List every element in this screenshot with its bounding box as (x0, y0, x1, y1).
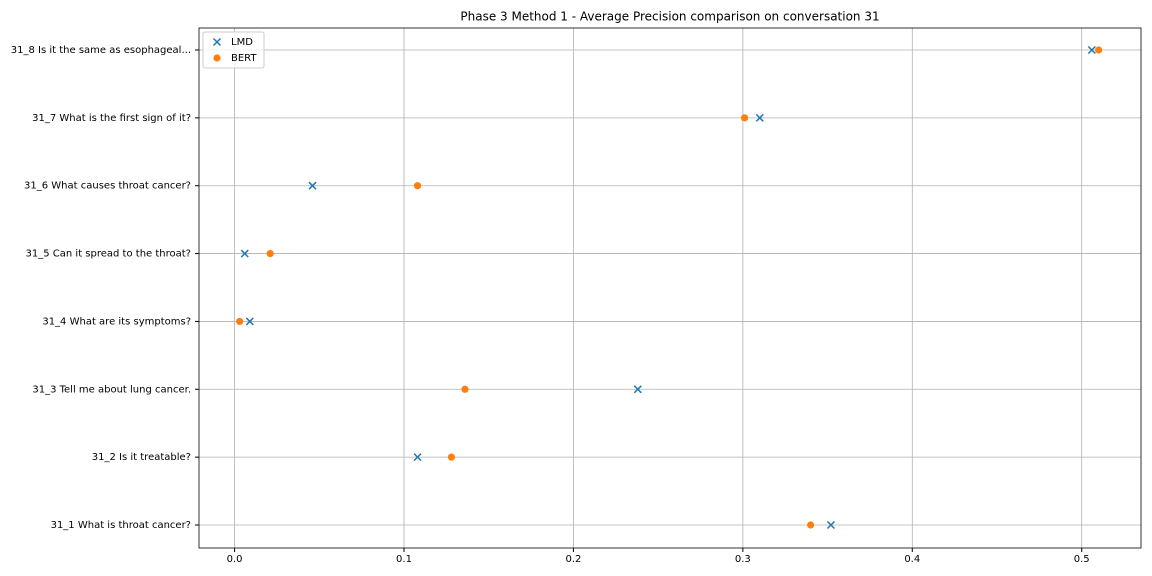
x-tick-label: 0.0 (227, 554, 243, 565)
point (826, 520, 835, 530)
point (266, 249, 274, 258)
chart-title: Phase 3 Method 1 - Average Precision com… (460, 10, 879, 24)
legend-label: LMD (231, 37, 253, 48)
x-tick-label: 0.5 (1074, 554, 1090, 565)
point-stroke (240, 249, 249, 258)
y-tick-label: 31_2 Is it treatable? (92, 452, 191, 463)
point-stroke (413, 453, 422, 462)
y-tick-label: 31_1 What is throat cancer? (51, 520, 191, 531)
point (240, 249, 249, 258)
point (245, 317, 254, 326)
point (308, 181, 317, 190)
point (740, 114, 749, 122)
point (461, 385, 469, 393)
x-tick-label: 0.3 (735, 554, 751, 565)
point-stroke (212, 37, 222, 47)
y-tick-label: 31_7 What is the first sign of it? (32, 113, 191, 124)
point-stroke (633, 385, 642, 394)
point (807, 521, 815, 529)
point-stroke (826, 520, 835, 530)
point (1087, 45, 1096, 55)
legend-label: BERT (231, 53, 257, 64)
y-tick-label: 31_3 Tell me about lung cancer. (32, 384, 191, 395)
point-stroke (1087, 45, 1096, 55)
point (212, 37, 222, 47)
point (413, 453, 422, 462)
point (1095, 46, 1103, 54)
point (755, 113, 764, 122)
point (236, 317, 244, 326)
x-tick-label: 0.2 (565, 554, 581, 565)
point (413, 182, 422, 190)
y-tick-label: 31_4 What are its symptoms? (42, 316, 191, 327)
x-tick-label: 0.4 (904, 554, 920, 565)
x-tick-label: 0.1 (396, 554, 412, 565)
point (213, 54, 221, 62)
y-tick-label: 31_6 What causes throat cancer? (24, 181, 191, 192)
y-tick-label: 31_8 Is it the same as esophageal... (11, 45, 191, 56)
y-tick-label: 31_5 Can it spread to the throat? (26, 249, 191, 260)
point-stroke (308, 181, 317, 190)
point-stroke (245, 317, 254, 326)
point (633, 385, 642, 394)
plot-frame (198, 27, 1142, 549)
point (447, 453, 456, 461)
point-stroke (755, 113, 764, 122)
